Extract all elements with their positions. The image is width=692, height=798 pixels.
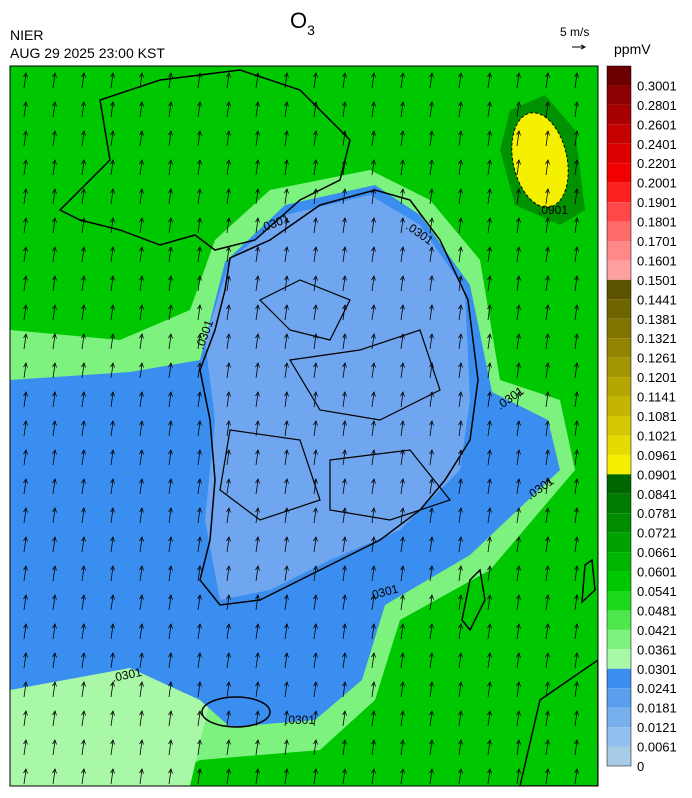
map bbox=[10, 66, 598, 786]
colorbar-label: 0.1021 bbox=[637, 428, 677, 443]
colorbar-swatch bbox=[607, 688, 631, 708]
colorbar-swatch bbox=[607, 454, 631, 475]
colorbar-swatch bbox=[607, 163, 631, 183]
colorbar-swatch bbox=[607, 279, 631, 300]
colorbar-label: 0.1901 bbox=[637, 195, 677, 210]
contour-label: .0301 bbox=[285, 713, 315, 727]
colorbar-label: 0.0181 bbox=[637, 701, 677, 716]
colorbar-swatch bbox=[607, 629, 631, 650]
colorbar-swatch bbox=[607, 746, 631, 766]
colorbar-label: 0.1801 bbox=[637, 215, 677, 230]
colorbar-label: 0.0781 bbox=[637, 506, 677, 521]
wind-arrows bbox=[10, 66, 598, 786]
colorbar-label: 0.0061 bbox=[637, 740, 677, 755]
colorbar-swatch bbox=[607, 396, 631, 416]
title-subscript: 3 bbox=[307, 22, 315, 38]
colorbar-swatch bbox=[607, 532, 631, 553]
contour-label: .0901 bbox=[538, 203, 568, 217]
colorbar-label: 0.1321 bbox=[637, 331, 677, 346]
colorbar-swatch bbox=[607, 591, 631, 611]
colorbar-swatch bbox=[607, 668, 631, 689]
colorbar-swatch bbox=[607, 416, 631, 436]
colorbar-swatch bbox=[607, 571, 631, 591]
colorbar-swatch bbox=[607, 552, 631, 572]
colorbar-label: 0.1701 bbox=[637, 234, 677, 249]
colorbar-label: 0.1201 bbox=[637, 370, 677, 385]
colorbar-unit: ppmV bbox=[614, 41, 651, 57]
colorbar-label: 0.0121 bbox=[637, 720, 677, 735]
title: O3 bbox=[290, 8, 315, 38]
colorbar-label: 0.3001 bbox=[637, 78, 677, 93]
wind-scale-arrow bbox=[572, 44, 587, 50]
colorbar-swatch bbox=[607, 104, 631, 125]
colorbar-swatch bbox=[607, 727, 631, 747]
colorbar-label: 0.0361 bbox=[637, 642, 677, 657]
colorbar-label: 0.2201 bbox=[637, 156, 677, 171]
colorbar-swatch bbox=[607, 318, 631, 339]
colorbar-swatch bbox=[607, 338, 631, 358]
colorbar-swatch bbox=[607, 649, 631, 669]
colorbar-swatch bbox=[607, 143, 631, 164]
colorbar-label: 0.0841 bbox=[637, 487, 677, 502]
colorbar-label: 0.0961 bbox=[637, 448, 677, 463]
colorbar-swatch bbox=[607, 221, 631, 241]
colorbar-label: 0.0481 bbox=[637, 603, 677, 618]
colorbar-label: 0.2401 bbox=[637, 137, 677, 152]
colorbar-label: 0.2801 bbox=[637, 98, 677, 113]
colorbar-label: 0.1141 bbox=[637, 390, 676, 405]
colorbar-swatch bbox=[607, 610, 631, 630]
colorbar-swatch bbox=[607, 493, 631, 514]
colorbar-swatch bbox=[607, 357, 631, 378]
colorbar-swatch bbox=[607, 474, 631, 494]
colorbar-label: 0.1381 bbox=[637, 312, 677, 327]
colorbar-label: 0.0601 bbox=[637, 565, 677, 580]
colorbar-swatch bbox=[607, 182, 631, 203]
colorbar-label: 0.0661 bbox=[637, 545, 677, 560]
colorbar-swatch bbox=[607, 202, 631, 222]
agency: NIER bbox=[10, 27, 43, 43]
colorbar-label: 0.2001 bbox=[637, 176, 677, 191]
colorbar-swatch bbox=[607, 124, 631, 144]
colorbar-label: 0.1601 bbox=[637, 253, 677, 268]
wind-scale-label: 5 m/s bbox=[560, 25, 589, 39]
timestamp: AUG 29 2025 23:00 KST bbox=[10, 45, 165, 61]
map-frame bbox=[9, 65, 599, 787]
colorbar-swatch bbox=[607, 435, 631, 455]
colorbar-swatch bbox=[607, 260, 631, 280]
colorbar-swatch bbox=[607, 241, 631, 261]
colorbar-frame bbox=[606, 65, 632, 767]
colorbar-label: 0.0241 bbox=[637, 681, 677, 696]
colorbar-swatch bbox=[607, 85, 631, 105]
colorbar-swatch bbox=[607, 513, 631, 533]
colorbar-swatch bbox=[607, 66, 631, 86]
colorbar-label: 0.0541 bbox=[637, 584, 677, 599]
colorbar-label: 0.1261 bbox=[637, 351, 677, 366]
colorbar-label: 0.0421 bbox=[637, 623, 677, 638]
colorbar-label: 0.0301 bbox=[637, 662, 677, 677]
colorbar-swatch bbox=[607, 707, 631, 728]
contour-label: .0301 bbox=[111, 665, 144, 685]
colorbar-label: 0.1501 bbox=[637, 273, 677, 288]
title-text: O bbox=[290, 8, 307, 33]
colorbar: 0.3001 0.2801 0.2601 0.2401 0.2201 0.2001 0.19… bbox=[606, 65, 677, 774]
colorbar-label: 0.0901 bbox=[637, 467, 677, 482]
colorbar-label: 0.2601 bbox=[637, 117, 677, 132]
colorbar-swatch bbox=[607, 377, 631, 397]
colorbar-label: 0.1441 bbox=[637, 292, 677, 307]
colorbar-label: 0 bbox=[637, 759, 644, 774]
colorbar-label: 0.1081 bbox=[637, 409, 677, 424]
colorbar-swatch bbox=[607, 299, 631, 319]
colorbar-label: 0.0721 bbox=[637, 526, 677, 541]
